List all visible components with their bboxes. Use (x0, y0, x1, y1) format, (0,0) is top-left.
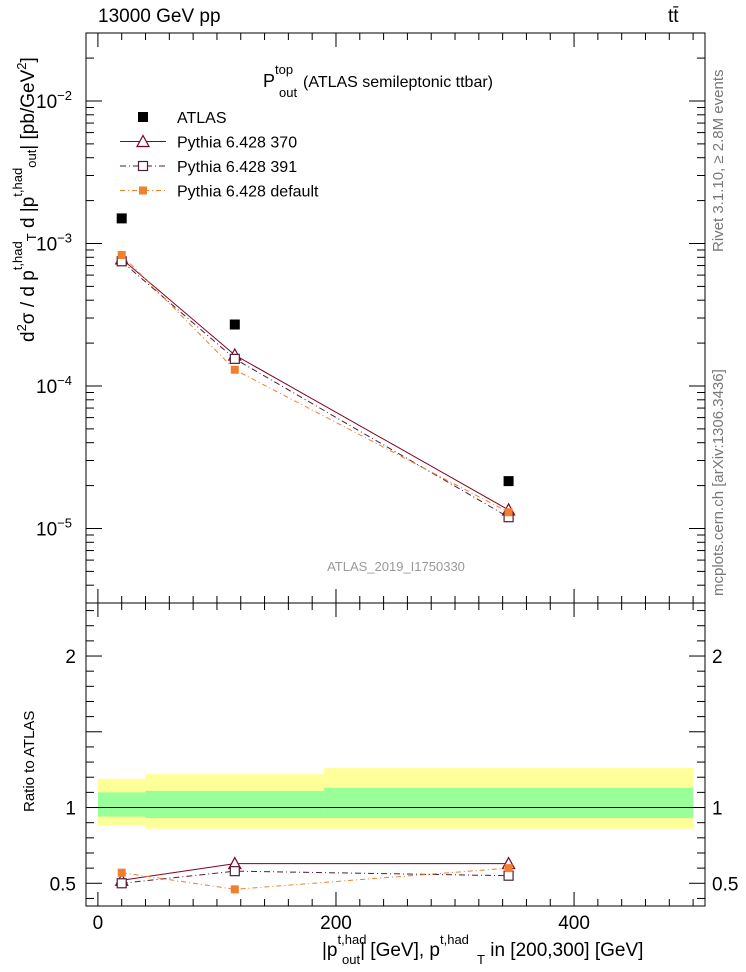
legend-marker (137, 160, 149, 172)
mc-point (230, 365, 239, 374)
y-tick-label: 10−3 (36, 230, 72, 255)
legend-marker (139, 186, 147, 195)
mc-point (117, 251, 126, 260)
ratio-point (503, 870, 514, 881)
mc-point (229, 353, 240, 364)
band-inner (324, 787, 694, 819)
data-point (503, 476, 514, 487)
x-tick-label: 200 (320, 913, 352, 934)
legend-marker (138, 112, 148, 122)
series-line-main (121, 254, 509, 513)
legend-label: Pythia 6.428 370 (177, 135, 297, 152)
band-inner (145, 790, 325, 819)
data-point (229, 319, 240, 330)
ratio-y-tick-label: 0.5 (50, 874, 76, 895)
y-tick-label: 10−5 (36, 515, 72, 540)
legend-label: Pythia 6.428 391 (177, 159, 297, 176)
x-tick-label: 0 (93, 913, 104, 934)
ratio-point (117, 868, 126, 877)
energy-label: 13000 GeV pp (98, 6, 221, 27)
band-inner (98, 792, 146, 817)
series-line-main (121, 260, 509, 518)
ratio-y-tick-label: 2 (65, 647, 76, 668)
series-line-ratio (121, 863, 509, 881)
y-tick-label: 10−2 (36, 88, 72, 113)
legend-marker (135, 134, 151, 148)
ratio-frame (85, 602, 706, 907)
ratio-point (229, 866, 240, 877)
x-tick-label: 400 (558, 913, 590, 934)
ratio-y-tick-label: 1 (65, 799, 76, 820)
ratio-point (504, 864, 513, 873)
ratio-y-tick-label-right: 2 (712, 647, 723, 668)
series-line-ratio (121, 870, 509, 884)
ratio-y-tick-label-right: 1 (712, 799, 723, 820)
series-line-main (121, 258, 509, 511)
data-point (116, 213, 127, 224)
ratio-point (230, 885, 239, 894)
series-line-ratio (121, 867, 509, 890)
process-label: tt̄ (668, 6, 679, 27)
main-y-label: d2σ / d pt,hadT d |pt,hadout| [pb/GeV2] (10, 57, 39, 342)
chart-title: Ptop out(ATLAS semileptonic ttbar) (263, 62, 493, 100)
watermark: ATLAS_2019_I1750330 (327, 559, 465, 574)
mc-point (504, 508, 513, 517)
legend-label: Pythia 6.428 default (177, 184, 319, 201)
ratio-y-tick-label-right: 0.5 (712, 874, 738, 895)
ratio-y-label: Ratio to ATLAS (21, 711, 38, 812)
x-axis-label: |pt,had out| [GeV], pt,hadT in [200,300] … (322, 932, 643, 967)
ratio-point (116, 878, 127, 889)
legend-label: ATLAS (177, 110, 227, 127)
y-tick-label: 10−4 (36, 373, 72, 398)
